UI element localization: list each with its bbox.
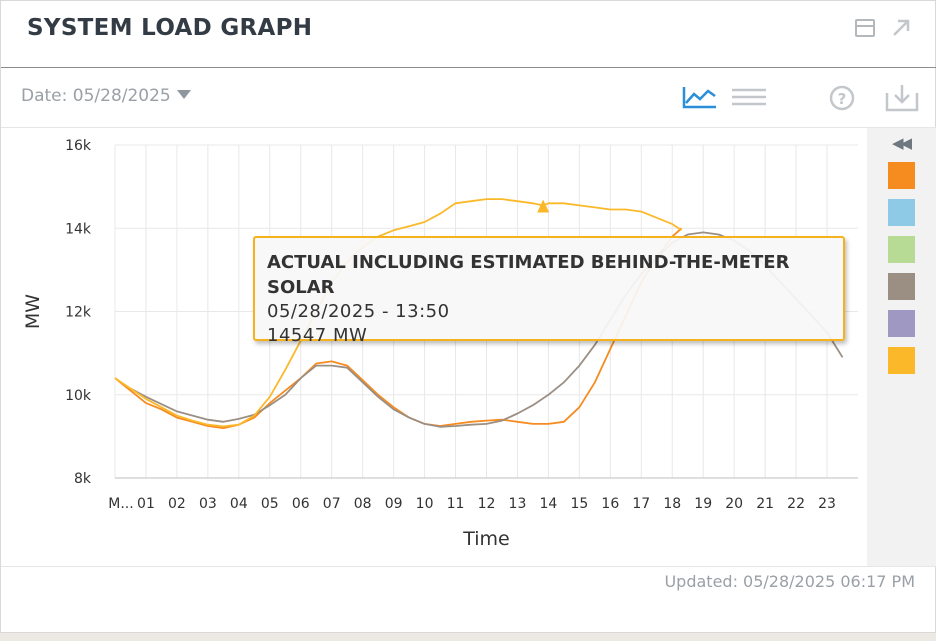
legend-panel: ◀◀	[867, 128, 936, 566]
x-tick-label: 08	[354, 496, 372, 512]
download-icon[interactable]	[884, 83, 920, 113]
y-tick-label: 12k	[65, 305, 92, 321]
system-load-chart: 8k 10k 12k 14k 16k M... 01 02 03 04 05 06 07 08 09 10 11…	[22, 138, 858, 550]
legend-swatch[interactable]	[888, 236, 915, 263]
updated-timestamp: Updated: 05/28/2025 06:17 PM	[664, 572, 915, 591]
double-chevron-left-icon[interactable]: ◀◀	[892, 134, 912, 152]
legend-swatch[interactable]	[888, 347, 915, 374]
panel-title: SYSTEM LOAD GRAPH	[27, 15, 313, 41]
date-selector[interactable]: Date: 05/28/2025	[21, 86, 191, 106]
date-label: Date: 05/28/2025	[21, 86, 171, 106]
x-tick-label: 15	[570, 496, 588, 512]
x-tick-label: 14	[540, 496, 558, 512]
legend-swatch[interactable]	[888, 199, 915, 226]
x-tick-label: 02	[168, 496, 186, 512]
x-tick-label: 17	[632, 496, 650, 512]
x-axis-title: Time	[462, 528, 510, 550]
x-tick-label: 20	[725, 496, 743, 512]
tooltip-datetime: 05/28/2025 - 13:50	[267, 301, 450, 322]
tooltip-title: ACTUAL INCLUDING ESTIMATED BEHIND-THE-ME…	[267, 252, 790, 298]
chart-tooltip: ACTUAL INCLUDING ESTIMATED BEHIND-THE-ME…	[253, 236, 845, 346]
x-tick-label: 18	[663, 496, 681, 512]
table-lines-icon[interactable]	[730, 83, 768, 111]
legend-swatch[interactable]	[888, 273, 915, 300]
x-tick-label: 19	[694, 496, 712, 512]
line-chart-icon[interactable]	[682, 83, 718, 111]
caret-down-icon	[176, 90, 191, 99]
y-tick-label: 16k	[65, 138, 92, 154]
y-tick-label: 14k	[65, 221, 92, 237]
x-tick-label: 04	[230, 496, 248, 512]
x-tick-label: 10	[416, 496, 434, 512]
y-tick-label: 10k	[65, 388, 92, 404]
x-tick-label: 11	[447, 496, 465, 512]
toolbar-divider	[1, 127, 936, 128]
x-tick-label: 16	[601, 496, 619, 512]
help-circle-icon[interactable]: ?	[828, 83, 856, 111]
y-axis-title: MW	[22, 294, 44, 329]
svg-text:?: ?	[838, 90, 847, 108]
x-tick-label: 05	[261, 496, 279, 512]
x-tick-label: 23	[818, 496, 836, 512]
hover-marker	[537, 199, 550, 213]
footer-divider	[1, 566, 936, 567]
header-divider	[1, 67, 936, 68]
x-tick-label: 21	[756, 496, 774, 512]
x-tick-label: 12	[478, 496, 496, 512]
popout-arrow-icon[interactable]	[890, 17, 912, 39]
x-tick-label: M...	[108, 496, 133, 512]
y-tick-label: 8k	[74, 471, 92, 487]
legend-swatch[interactable]	[888, 310, 915, 337]
x-tick-label: 13	[509, 496, 527, 512]
x-tick-label: 22	[787, 496, 805, 512]
tooltip-value: 14547 MW	[267, 325, 368, 346]
legend-swatch[interactable]	[888, 162, 915, 189]
x-tick-label: 09	[385, 496, 403, 512]
x-tick-label: 03	[199, 496, 217, 512]
x-tick-label: 07	[323, 496, 341, 512]
series-line	[114, 198, 683, 428]
window-icon[interactable]	[854, 17, 876, 39]
x-tick-label: 06	[292, 496, 310, 512]
x-tick-label: 01	[137, 496, 155, 512]
series-line	[114, 227, 683, 430]
